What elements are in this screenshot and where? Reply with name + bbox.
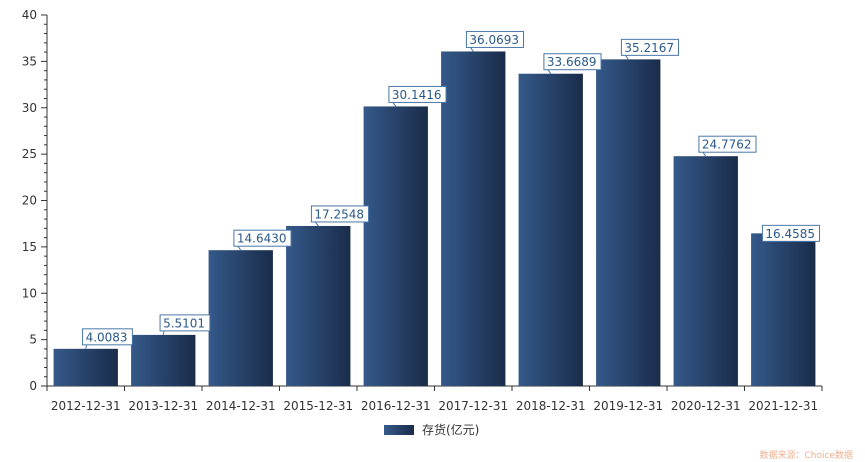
data-label: 4.0083	[86, 330, 128, 344]
data-label: 36.0693	[469, 33, 519, 47]
y-tick-label: 40	[22, 8, 37, 22]
x-tick-label: 2019-12-31	[593, 399, 663, 413]
y-tick-label: 15	[22, 240, 37, 254]
data-label: 5.5101	[163, 316, 205, 330]
y-axis: 0 5 10 15 20 25 30 35 40	[22, 8, 48, 393]
y-tick-label: 30	[22, 101, 37, 115]
bar	[751, 233, 816, 386]
x-tick-label: 2013-12-31	[128, 399, 198, 413]
x-tick-label: 2021-12-31	[748, 399, 818, 413]
bar	[441, 51, 506, 386]
x-axis: 2012-12-31 2013-12-31 2014-12-31 2015-12-31…	[46, 385, 823, 413]
legend: 存货(亿元)	[384, 422, 479, 437]
data-label-box	[698, 135, 757, 153]
x-tick-label: 2018-12-31	[516, 399, 586, 413]
data-labels: 4.0083 5.5101 14.6430 17.2548 30.1416 36.0693…	[82, 30, 821, 349]
data-label-leader	[470, 47, 474, 52]
bar	[673, 156, 738, 386]
y-tick-label: 20	[22, 194, 37, 208]
data-label: 35.2167	[624, 41, 674, 55]
data-label-leader	[547, 69, 552, 75]
data-label-leader	[315, 221, 319, 227]
data-label: 16.4585	[765, 227, 815, 241]
bar	[131, 334, 196, 386]
data-label: 33.6689	[547, 55, 597, 69]
y-tick-label: 5	[29, 333, 37, 347]
data-label-leader	[237, 245, 242, 251]
x-tick-label: 2020-12-31	[671, 399, 741, 413]
bar	[53, 348, 118, 386]
data-label-leader	[162, 330, 165, 335]
data-label: 30.1416	[392, 88, 442, 102]
data-label-box	[388, 85, 447, 103]
x-tick-label: 2017-12-31	[438, 399, 508, 413]
data-label-leader	[85, 344, 88, 349]
y-tick-label: 25	[22, 147, 37, 161]
data-label-box	[82, 328, 133, 346]
bar-series	[53, 51, 816, 387]
bar	[286, 225, 351, 386]
data-label-box	[620, 38, 680, 56]
x-tick-label: 2015-12-31	[283, 399, 353, 413]
bar	[363, 106, 428, 387]
y-tick-label: 0	[29, 379, 37, 393]
data-label-box	[465, 30, 525, 48]
data-label-box	[233, 229, 292, 247]
data-label: 17.2548	[314, 207, 364, 221]
data-label-leader	[702, 151, 707, 157]
legend-label: 存货(亿元)	[422, 422, 479, 437]
bar	[596, 59, 661, 386]
data-label-box	[761, 224, 821, 242]
data-label-leader	[625, 55, 629, 60]
bar	[518, 73, 583, 387]
data-label-leader	[392, 102, 397, 107]
x-tick-label: 2014-12-31	[206, 399, 276, 413]
legend-swatch	[384, 425, 414, 435]
data-label-box	[159, 314, 211, 332]
x-tick-label: 2012-12-31	[51, 399, 121, 413]
x-tick-label: 2016-12-31	[361, 399, 431, 413]
data-label-box	[310, 205, 370, 223]
y-tick-label: 35	[22, 54, 37, 68]
y-tick-label: 10	[22, 286, 37, 300]
source-note: 数据来源：Choice数据	[760, 449, 853, 461]
data-label-box	[543, 53, 602, 71]
data-label: 14.6430	[237, 232, 287, 246]
bar	[208, 250, 273, 386]
data-label: 24.7762	[702, 138, 752, 152]
